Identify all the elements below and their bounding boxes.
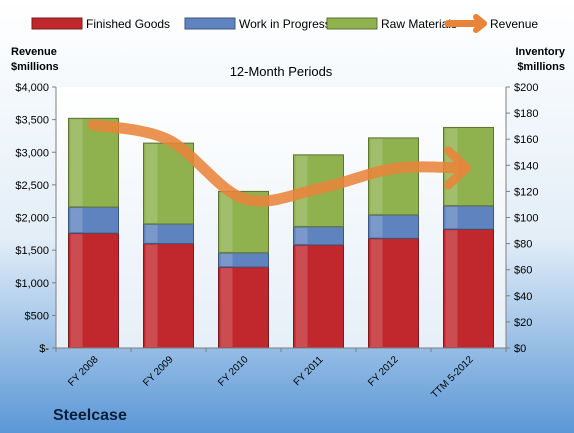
- legend-arrow-icon: [473, 14, 487, 33]
- bar-highlight-finished-goods-fy-2008: [70, 234, 83, 347]
- revenue-line: [88, 119, 466, 207]
- right-tick-label: $120: [514, 186, 538, 198]
- legend-label-finished-goods: Finished Goods: [86, 17, 170, 31]
- bar-highlight-finished-goods-fy-2010: [220, 268, 233, 347]
- revenue-line-arrowhead: [444, 146, 471, 190]
- right-tick-label: $40: [514, 291, 532, 303]
- left-tick-label: $2,500: [15, 180, 49, 192]
- bar-highlight-work-in-progress-fy-2010: [220, 253, 233, 267]
- left-tick-label: $3,500: [15, 115, 49, 127]
- bar-highlight-work-in-progress-ttm-5-2012: [445, 206, 458, 229]
- left-tick-label: $-: [39, 343, 49, 355]
- right-tick-label: $20: [514, 317, 532, 329]
- legend: Finished Goods Work in Progress Raw Materi…: [31, 14, 538, 33]
- bar-highlight-raw-materials-fy-2009: [145, 144, 158, 224]
- legend-label-work-in-progress: Work in Progress: [239, 17, 331, 31]
- bar-highlight-work-in-progress-fy-2009: [145, 225, 158, 243]
- bar-highlight-work-in-progress-fy-2011: [295, 227, 308, 244]
- bar-highlight-raw-materials-fy-2010: [220, 192, 233, 252]
- legend-swatch-finished-goods: [31, 17, 83, 30]
- right-tick-label: $140: [514, 160, 538, 172]
- right-tick-label: $80: [514, 239, 532, 251]
- right-tick-label: $100: [514, 213, 538, 225]
- legend-swatch-raw-materials: [326, 17, 378, 30]
- right-tick-label: $180: [514, 108, 538, 120]
- bar-highlight-finished-goods-fy-2011: [295, 245, 308, 347]
- left-axis-title-line2: $millions: [11, 61, 59, 73]
- bar-highlight-finished-goods-fy-2012: [370, 239, 383, 347]
- chart-subtitle: 12-Month Periods: [230, 64, 333, 79]
- bar-highlight-work-in-progress-fy-2012: [370, 215, 383, 238]
- right-axis-title-line1: Inventory: [515, 46, 565, 58]
- left-tick-label: $500: [25, 310, 49, 322]
- legend-swatch-work-in-progress: [184, 17, 236, 30]
- bar-highlight-work-in-progress-fy-2008: [70, 208, 83, 233]
- left-tick-label: $3,000: [15, 147, 49, 159]
- bar-highlight-finished-goods-fy-2009: [145, 244, 158, 347]
- legend-label-raw-materials: Raw Materials: [381, 17, 457, 31]
- right-axis-title-line2: $millions: [517, 61, 565, 73]
- bar-highlight-finished-goods-ttm-5-2012: [445, 230, 458, 347]
- left-tick-label: $1,500: [15, 245, 49, 257]
- right-tick-label: $200: [514, 82, 538, 94]
- revenue-line-layer: [88, 119, 471, 207]
- company-label: Steelcase: [53, 407, 127, 424]
- legend-label-revenue: Revenue: [490, 17, 538, 31]
- right-tick-label: $160: [514, 134, 538, 146]
- right-tick-label: $0: [514, 343, 526, 355]
- left-axis-title-line1: Revenue: [11, 46, 57, 58]
- left-tick-label: $1,000: [15, 278, 49, 290]
- left-tick-label: $4,000: [15, 82, 49, 94]
- bar-highlight-raw-materials-fy-2008: [70, 119, 83, 207]
- right-tick-label: $60: [514, 265, 532, 277]
- left-tick-label: $2,000: [15, 213, 49, 225]
